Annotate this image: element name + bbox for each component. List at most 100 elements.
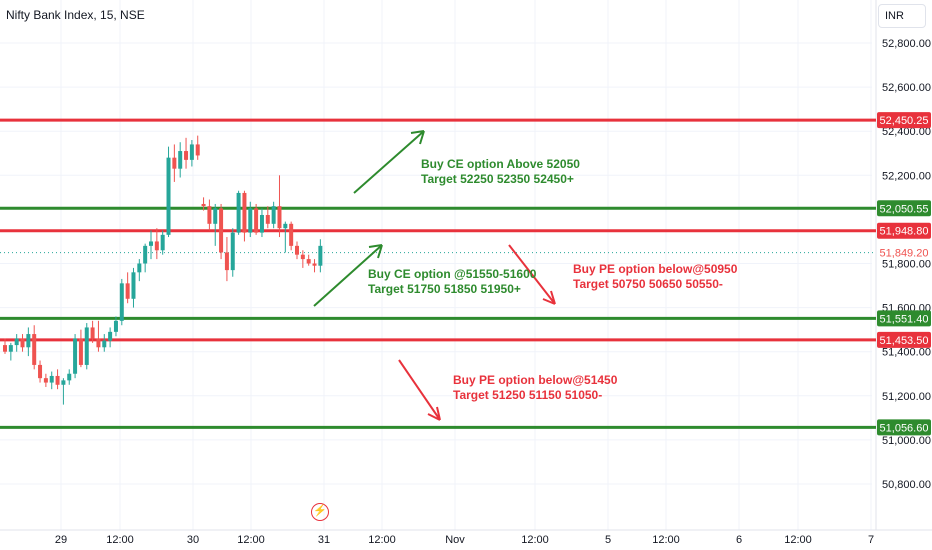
- level-price-labels: 52,450.25 52,050.55 51,948.80 51,551.40 51,4…: [877, 112, 931, 436]
- candle-body: [201, 203, 206, 207]
- candle-body: [213, 208, 218, 224]
- annotation-pe-51450: Buy PE option below@51450 Target 51250 5…: [453, 373, 617, 403]
- time-axis[interactable]: 29 12:00 30 12:00 31 12:00 Nov 12:00 5 12:00 6 12:0…: [55, 534, 874, 546]
- candle-body: [277, 206, 282, 229]
- candle-body: [306, 259, 311, 264]
- y-tick-label: 52,800.00: [882, 38, 931, 50]
- annotation-pe-50950: Buy PE option below@50950 Target 50750 5…: [573, 262, 737, 292]
- candlestick-series: [3, 135, 323, 405]
- x-tick-label: 12:00: [237, 534, 265, 546]
- level-label-box: [877, 112, 931, 129]
- candle-body: [207, 206, 212, 224]
- y-tick-label: 52,400.00: [882, 126, 931, 138]
- candle-body: [318, 245, 323, 266]
- x-tick-label: 12:00: [106, 534, 134, 546]
- candle-body: [84, 327, 89, 365]
- annotation-line: Target 51750 51850 51950+: [368, 282, 521, 296]
- candle-body: [283, 223, 288, 229]
- x-tick-label: 29: [55, 534, 67, 546]
- candle-body: [125, 283, 130, 299]
- level-label-text: 51,056.60: [880, 422, 929, 434]
- candle-body: [254, 208, 259, 233]
- level-label-box: [877, 331, 931, 348]
- candle-body: [271, 206, 276, 224]
- arrow-down-pe-51450: [398, 359, 441, 421]
- y-tick-label: 50,800.00: [882, 479, 931, 491]
- candle-body: [137, 263, 142, 273]
- x-tick-label: 12:00: [784, 534, 812, 546]
- candle-body: [78, 338, 83, 365]
- candle-body: [289, 223, 294, 246]
- candle-body: [131, 272, 136, 299]
- currency-selector[interactable]: INR: [878, 4, 926, 28]
- candle-body: [96, 338, 101, 348]
- level-label-box: [877, 200, 931, 217]
- candle-body: [166, 157, 171, 235]
- candle-body: [102, 340, 107, 348]
- level-label-text: 51,948.80: [880, 226, 929, 238]
- level-label-text: 51,551.40: [880, 313, 929, 325]
- annotation-line: Buy CE option Above 52050: [421, 157, 580, 171]
- chart-grid: [0, 0, 932, 531]
- candle-body: [178, 151, 183, 169]
- candle-body: [3, 345, 7, 352]
- annotation-line: Target 51250 51150 51050-: [453, 388, 603, 402]
- candle-body: [219, 208, 224, 253]
- x-tick-label: Nov: [445, 534, 465, 546]
- candle-body: [189, 144, 194, 160]
- y-tick-label: 51,000.00: [882, 435, 931, 447]
- y-tick-label: 51,800.00: [882, 259, 931, 271]
- x-tick-label: 31: [318, 534, 330, 546]
- candle-body: [265, 214, 270, 224]
- candle-body: [248, 208, 253, 233]
- candle-body: [184, 151, 189, 160]
- candle-body: [90, 327, 95, 339]
- candle-body: [259, 214, 264, 233]
- candle-body: [230, 232, 235, 271]
- candle-body: [61, 380, 66, 385]
- annotation-line: Buy CE option @51550-51600: [368, 267, 537, 281]
- level-label-text: 52,450.25: [880, 115, 929, 127]
- level-label-text: 51,453.50: [880, 335, 929, 347]
- annotation-line: Target 52250 52350 52450+: [421, 172, 574, 186]
- candle-body: [26, 334, 31, 348]
- annotation-ce-above: Buy CE option Above 52050 Target 52250 5…: [421, 157, 580, 187]
- candle-body: [49, 375, 54, 383]
- y-tick-label: 51,200.00: [882, 391, 931, 403]
- candle-body: [149, 241, 153, 246]
- chart-title: Nifty Bank Index, 15, NSE: [6, 8, 145, 22]
- x-tick-label: 12:00: [521, 534, 549, 546]
- candle-body: [20, 338, 25, 348]
- lightning-icon[interactable]: ⚡: [311, 503, 329, 521]
- candle-body: [195, 144, 200, 156]
- candle-body: [160, 234, 165, 251]
- x-tick-label: 6: [736, 534, 742, 546]
- level-label-box: [877, 310, 931, 327]
- price-axis[interactable]: 52,800.00 52,600.00 52,400.00 52,200.00 51,8…: [882, 38, 931, 491]
- candle-body: [38, 364, 43, 379]
- x-tick-label: 7: [868, 534, 874, 546]
- x-tick-label: 12:00: [652, 534, 680, 546]
- candle-body: [43, 378, 48, 383]
- candle-body: [242, 192, 247, 233]
- arrow-down-pe-50950: [508, 244, 556, 305]
- candle-body: [32, 334, 37, 365]
- candle-body: [119, 283, 124, 321]
- candle-body: [14, 338, 19, 346]
- candle-body: [73, 338, 78, 374]
- candle-body: [172, 157, 177, 169]
- x-tick-label: 12:00: [368, 534, 396, 546]
- level-label-text: 52,050.55: [880, 203, 929, 215]
- annotation-ce-range: Buy CE option @51550-51600 Target 51750 …: [368, 267, 536, 297]
- candle-body: [300, 254, 305, 260]
- arrow-up-ce-above: [353, 130, 425, 194]
- candle-body: [143, 245, 148, 264]
- candle-body: [154, 241, 159, 251]
- arrow-up-ce-range: [313, 244, 383, 307]
- annotation-line: Buy PE option below@51450: [453, 373, 618, 387]
- candle-body: [8, 345, 13, 352]
- support-resistance-lines: [0, 118, 876, 429]
- level-label-box: [877, 222, 931, 239]
- candle-body: [113, 320, 118, 332]
